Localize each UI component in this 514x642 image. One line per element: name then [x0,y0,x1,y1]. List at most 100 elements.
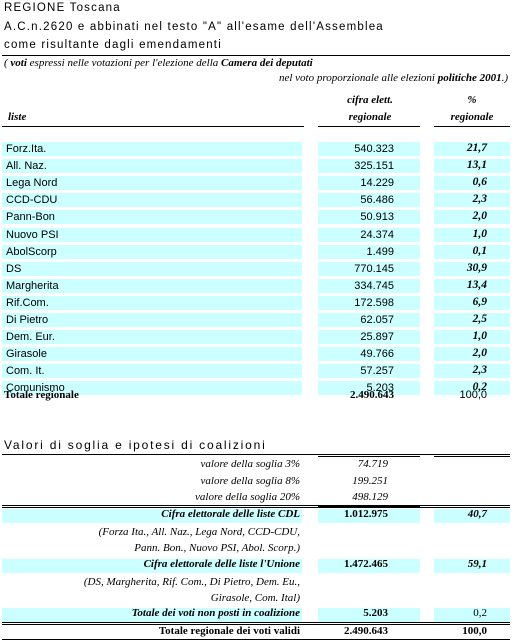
row-label-shade [2,176,302,190]
party-value: 172.598 [354,297,394,309]
party-pct: 0,2 [472,381,487,393]
row-label-shade [2,262,302,276]
grand-total-pct: 100,0 [462,625,487,637]
total-label: Totale regionale [4,389,79,401]
noncoal-label: Totale dei voti non posti in coalizione [131,607,300,619]
note-camera: Camera dei deputati [221,57,313,69]
unione-value: 1.472.465 [344,558,388,570]
party-name: CCD-CDU [6,194,58,206]
row-value-shade [318,296,420,310]
note-end: .) [501,72,508,84]
table-row: All. Naz. 325.151 13,1 [0,158,514,174]
party-value: 56.486 [360,194,394,206]
row-label-shade [2,159,302,173]
cdl-label-shade [2,509,302,523]
table-row: Forz.Ita. 540.323 21,7 [0,141,514,157]
party-pct: 21,7 [466,142,487,154]
party-pct: 2,5 [472,313,487,325]
soglia-pct-rule-top [434,456,510,457]
cdl-note-2: Pann. Bon., Nuovo PSI, Abol. Scorp.) [134,542,300,554]
row-pct-shade [434,279,510,293]
party-name: Com. It. [6,365,45,377]
col-cifra-header-2: regionale [348,111,392,123]
party-value: 5.203 [366,382,394,394]
cdl-note-1: (Forza Ita., All. Naz., Lega Nord, CCD-C… [98,526,300,538]
unione-label-shade [2,559,302,573]
party-name: Forz.Ita. [6,143,47,155]
cdl-label: Cifra elettorale delle liste CDL [161,508,300,520]
note-paren: ( [4,57,11,69]
row-value-shade [318,176,420,190]
table-row: Margherita 334.745 13,4 [0,278,514,294]
note-line-1: ( voti espressi nelle votazioni per l'el… [4,57,313,69]
row-pct-shade [434,245,510,259]
row-label-shade [2,296,302,310]
row-label-shade [2,245,302,259]
soglia-20-label: valore della soglia 20% [195,491,300,503]
party-name: Lega Nord [6,177,58,189]
party-pct: 2,0 [472,210,487,222]
cdl-value-shade [318,509,420,523]
coalition-title-rule [2,454,510,455]
row-label-shade [2,330,302,344]
header-underline-cifra [318,126,420,127]
table-row: Com. It. 57.257 2,3 [0,363,514,379]
cdl-pct: 40,7 [467,508,487,520]
col-cifra-header-1: cifra elett. [347,94,393,106]
noncoal-value: 5.203 [363,607,388,619]
party-pct: 1,0 [472,228,487,240]
cdl-pct-shade [434,509,510,523]
table-row: Pann-Bon 50.913 2,0 [0,209,514,225]
unione-value-shade [318,559,420,573]
row-pct-shade [434,330,510,344]
table-row: Nuovo PSI 24.374 1,0 [0,227,514,243]
party-name: Di Pietro [6,314,49,326]
row-value-shade [318,245,420,259]
row-pct-shade [434,228,510,242]
row-pct-shade [434,262,510,276]
note-voti: voti [10,57,27,69]
row-label-shade [2,228,302,242]
header-rule [2,55,510,56]
row-pct-shade [434,313,510,327]
col-pct-header-2: regionale [450,111,494,123]
party-value: 57.257 [360,365,394,377]
table-row: Rif.Com. 172.598 6,9 [0,295,514,311]
unione-note-2: Girasole, Com. Ital) [210,592,300,604]
col-pct-header-1: % [467,94,477,106]
total-value: 2.490.643 [350,389,394,401]
document-line-1: A.C.n.2620 e abbinati nel testo "A" all'… [4,21,384,33]
row-pct-shade [434,159,510,173]
row-pct-shade [434,210,510,224]
party-name: Girasole [6,348,47,360]
table-row: Lega Nord 14.229 0,6 [0,175,514,191]
row-label-shade [2,279,302,293]
note-politiche: politiche 2001 [437,72,502,84]
row-label-shade [2,313,302,327]
note-text-2: nel voto proporzionale alle elezioni [278,72,438,84]
header-underline-pct [434,126,510,127]
party-pct: 0,1 [472,245,487,257]
document-line-2: come risultante dagli emendamenti [4,39,222,51]
note-line-2: nel voto proporzionale alle elezioni pol… [279,72,508,84]
soglia-3-label: valore della soglia 3% [200,458,301,470]
row-pct-shade [434,193,510,207]
total-pct: 100,0 [459,389,487,401]
party-name: DS [6,263,22,275]
party-name: Pann-Bon [6,211,55,223]
party-value: 540.323 [354,143,394,155]
soglia-20-value: 498.129 [352,491,388,503]
row-pct-shade [434,381,510,395]
row-value-shade [318,193,420,207]
row-label-shade [2,142,302,156]
grand-total-label: Totale regionale dei voti validi [158,625,300,637]
party-name: Dem. Eur. [6,331,55,343]
table-row: Dem. Eur. 25.897 1,0 [0,329,514,345]
party-pct: 13,1 [466,159,487,171]
noncoal-pct-shade [434,608,510,622]
noncoal-label-shade [2,608,302,622]
table-row: CCD-CDU 56.486 2,3 [0,192,514,208]
party-pct: 2,3 [472,364,487,376]
party-value: 49.766 [360,348,394,360]
row-pct-shade [434,176,510,190]
